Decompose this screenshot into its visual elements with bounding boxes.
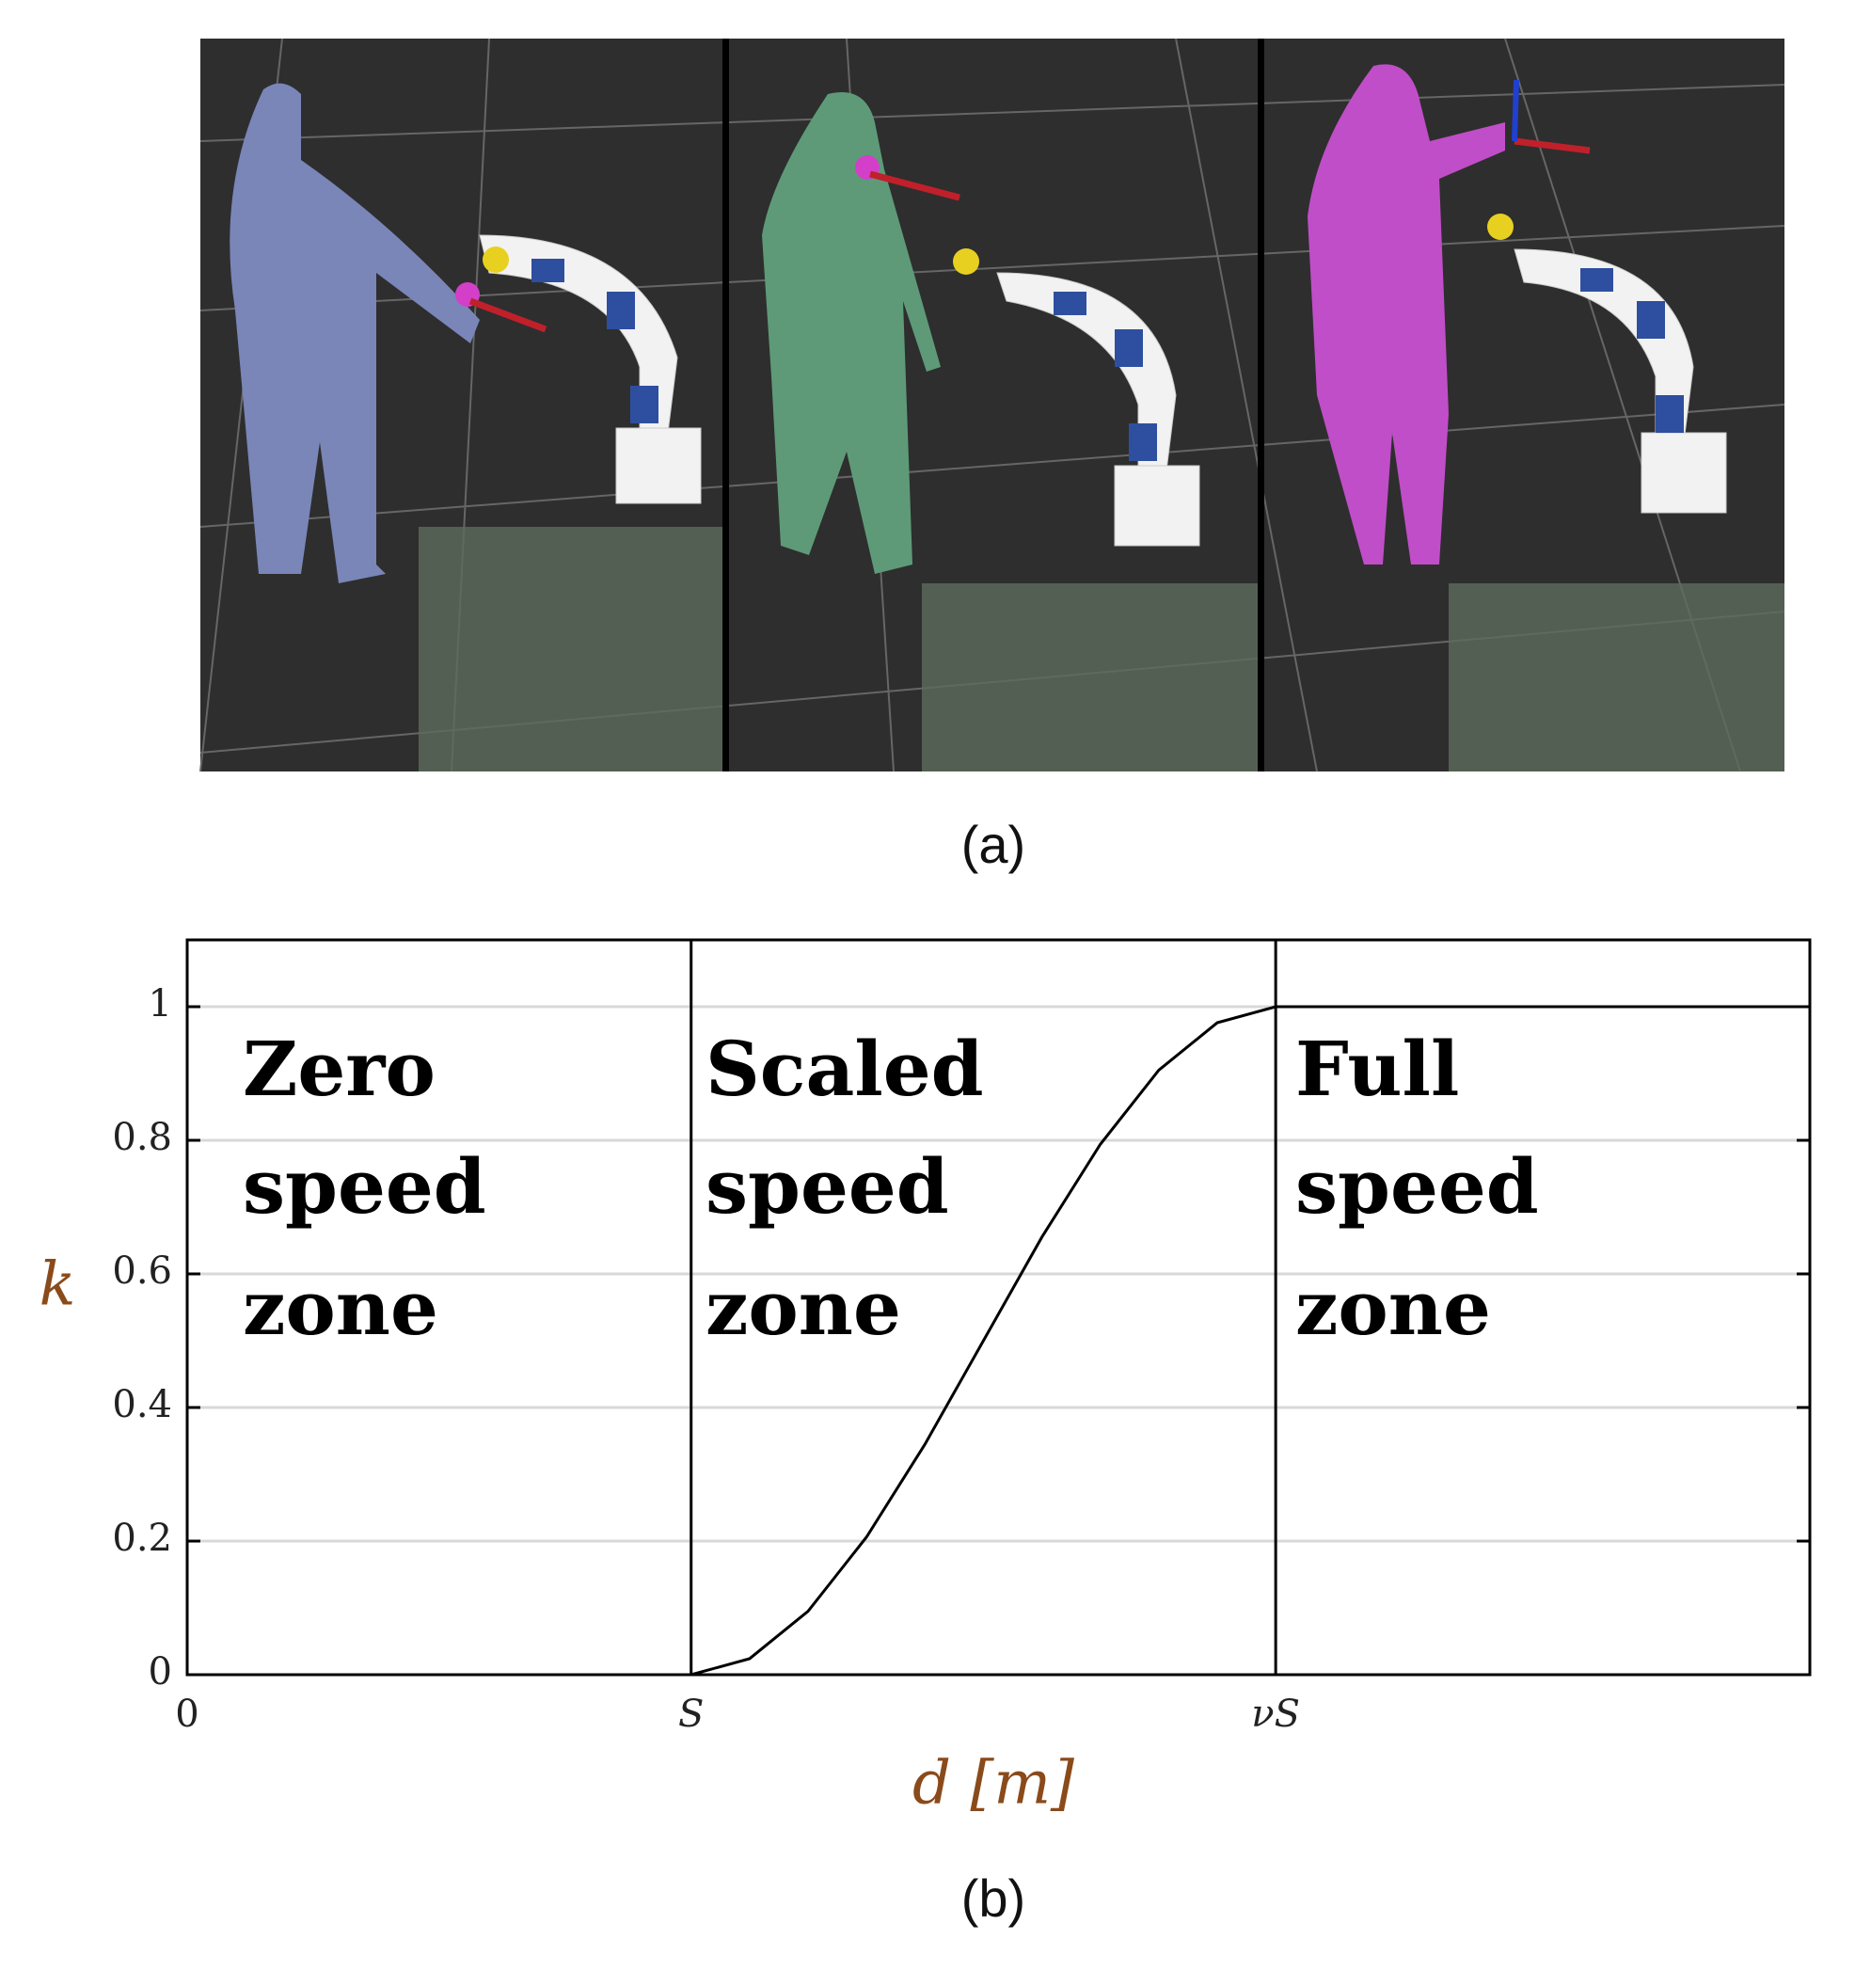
table-block	[1449, 583, 1784, 771]
y-tick-label: 0	[149, 1650, 172, 1694]
person-silhouette	[230, 83, 481, 584]
panel-divider	[1258, 39, 1264, 771]
markers	[455, 79, 1591, 333]
robot-photos	[199, 38, 1785, 772]
zone-label: zone	[243, 1264, 438, 1352]
zone-label: speed	[706, 1142, 949, 1231]
caption: (b)	[961, 1869, 1025, 1928]
y-tick-label: 1	[149, 982, 172, 1026]
x-axis-label: d [m]	[912, 1749, 1075, 1819]
robot-arms	[479, 234, 1727, 547]
table-block	[922, 583, 1261, 771]
robot-joints	[531, 259, 1684, 461]
y-tick-label: 0.2	[112, 1517, 172, 1560]
x-tick-label: 0	[175, 1693, 198, 1736]
person-silhouette	[1308, 64, 1505, 565]
zone-label: zone	[706, 1264, 901, 1352]
zone-label: speed	[1295, 1142, 1539, 1231]
person-silhouette	[762, 92, 941, 574]
zone-label: Scaled	[706, 1025, 984, 1113]
table-block	[419, 527, 729, 771]
y-tick-label: 0.6	[112, 1249, 172, 1293]
caption: (a)	[961, 815, 1025, 874]
panel-divider	[722, 39, 729, 771]
y-tick-label: 0.4	[112, 1383, 172, 1426]
zone-label: zone	[1295, 1264, 1491, 1352]
x-tick-label: S	[678, 1693, 704, 1736]
zone-label: Zero	[243, 1025, 436, 1113]
zone-label: speed	[243, 1142, 486, 1231]
y-axis-label: k	[40, 1250, 76, 1320]
zone-label: Full	[1295, 1025, 1459, 1113]
plot-frame	[185, 938, 1812, 1677]
x-tick-label: νS	[1251, 1693, 1300, 1736]
y-tick-label: 0.8	[112, 1116, 172, 1159]
data-line	[187, 1005, 1810, 1677]
